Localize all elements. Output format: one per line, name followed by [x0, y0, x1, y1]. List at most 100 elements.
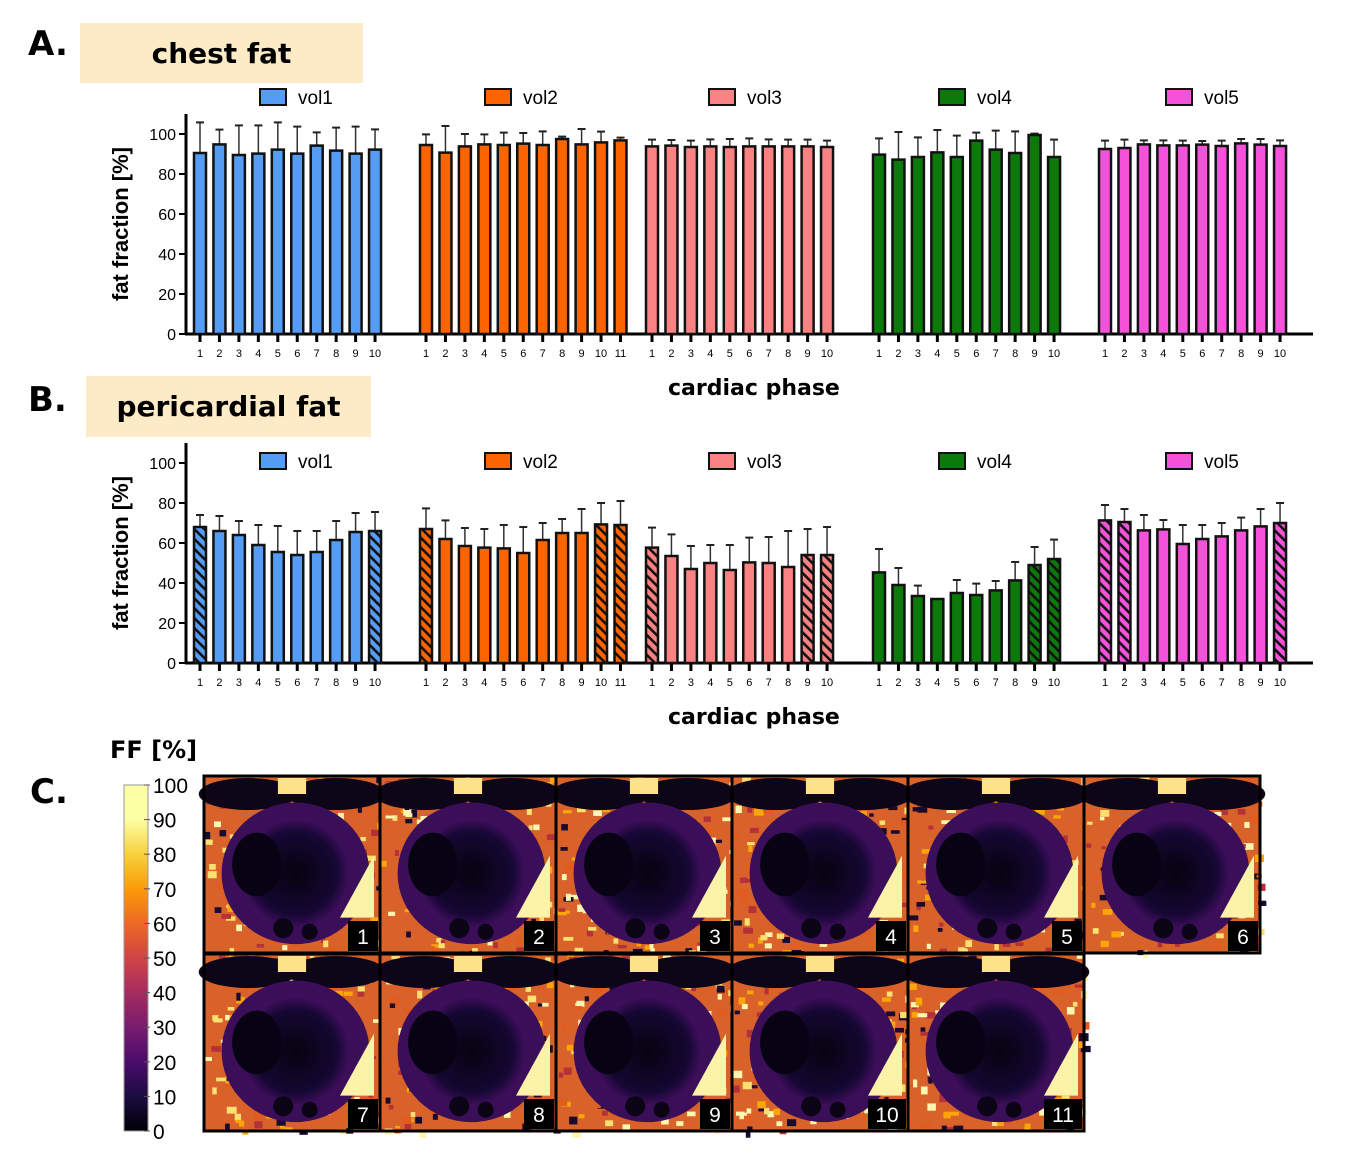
x-tick-label: 8 — [785, 677, 791, 689]
x-tick-label: 3 — [915, 348, 921, 360]
x-tick-label: 2 — [895, 677, 901, 689]
legend-swatch-vol3 — [708, 88, 736, 106]
y-tick-label: 0 — [167, 327, 176, 344]
x-tick-label: 2 — [668, 677, 674, 689]
panel-b-letter: B. — [28, 380, 67, 420]
phase-label-box — [524, 921, 554, 951]
mr-speckle — [1214, 941, 1220, 950]
phase-label-box — [1228, 921, 1258, 951]
mr-speckle — [1254, 801, 1263, 807]
mr-speckle — [738, 997, 746, 1005]
x-tick-label: 5 — [275, 348, 281, 360]
legend-swatch-vol4 — [938, 88, 966, 106]
mr-speckle — [516, 938, 522, 946]
mr-speckle — [540, 1002, 549, 1007]
x-tick-label: 7 — [993, 348, 999, 360]
x-tick-label: 1 — [876, 677, 882, 689]
mr-muscle-left — [550, 956, 650, 988]
mr-speckle — [1250, 816, 1258, 824]
mr-muscle-left — [374, 778, 474, 810]
mr-vessel — [801, 918, 822, 939]
mr-speckle — [380, 860, 387, 867]
mr-speckle — [1076, 954, 1084, 959]
mr-muscle-left — [902, 956, 1002, 988]
mr-speckle — [650, 948, 655, 953]
mr-heart-chamber — [232, 832, 282, 897]
mr-heart-chamber — [936, 1010, 986, 1075]
mr-speckle — [748, 845, 753, 852]
x-tick-label: 9 — [353, 348, 359, 360]
y-tick-label: 40 — [158, 247, 176, 264]
mr-speckle — [209, 863, 216, 870]
x-tick-label: 9 — [579, 677, 585, 689]
mr-speckle — [903, 1098, 910, 1107]
mr-speckle — [765, 932, 773, 938]
mr-speckle — [732, 1070, 743, 1079]
phase-label: 11 — [1052, 1104, 1074, 1127]
mr-speckle — [740, 895, 748, 904]
mr-speckle — [924, 894, 933, 901]
mr-speckle — [558, 1072, 564, 1078]
x-tick-label: 5 — [501, 348, 507, 360]
mr-speckle — [937, 927, 943, 932]
colorbar-tick-label: 20 — [153, 1052, 176, 1075]
mr-speckle — [1099, 816, 1105, 821]
mr-speckle — [1244, 821, 1250, 828]
mr-speckle — [432, 1113, 438, 1120]
panel-c-letter: C. — [30, 772, 68, 812]
mr-speckle — [747, 1126, 753, 1130]
mr-speckle — [881, 997, 891, 1002]
mr-speckle — [1216, 933, 1224, 939]
mr-speckle — [745, 1130, 751, 1138]
x-tick-label: 3 — [462, 348, 468, 360]
mr-speckle — [366, 855, 376, 861]
x-tick-label: 11 — [615, 348, 626, 360]
mr-speckle — [204, 831, 211, 840]
mr-speckle — [1092, 928, 1099, 934]
x-tick-label: 9 — [805, 677, 811, 689]
phase-label: 7 — [357, 1104, 369, 1127]
mr-sternum-fat — [277, 778, 307, 794]
mr-speckle — [939, 922, 944, 927]
x-tick-label: 4 — [1160, 348, 1166, 360]
mr-muscle-left — [902, 778, 1002, 810]
mr-speckle — [687, 1111, 696, 1117]
mr-bright-fat — [692, 855, 726, 918]
mr-speckle — [504, 1111, 511, 1118]
x-tick-label: 6 — [746, 677, 752, 689]
mr-speckle — [213, 821, 221, 828]
mr-vessel — [449, 918, 470, 939]
mr-speckle — [219, 830, 227, 837]
mr-speckle — [216, 1077, 226, 1082]
mr-speckle — [735, 805, 742, 814]
mr-speckle — [928, 825, 934, 830]
mr-heart-chamber — [936, 832, 986, 897]
mr-speckle — [205, 839, 213, 845]
chart-a-xlabel: cardiac phase — [668, 376, 840, 401]
mr-speckle — [576, 1000, 585, 1007]
x-tick-label: 5 — [727, 348, 733, 360]
mr-speckle — [256, 943, 265, 948]
mr-speckle — [528, 825, 533, 831]
mr-sternum-fat — [453, 956, 483, 972]
mr-speckle — [754, 808, 764, 816]
y-tick-label: 100 — [149, 127, 176, 144]
mr-speckle — [748, 1085, 758, 1089]
mr-speckle — [1074, 984, 1084, 988]
mr-speckle — [1111, 931, 1122, 938]
mr-speckle — [921, 849, 932, 854]
x-tick-label: 2 — [442, 348, 448, 360]
mr-speckle — [1035, 806, 1045, 815]
mr-speckle — [212, 1015, 219, 1021]
legend-label-vol2: vol2 — [523, 452, 558, 473]
x-tick-label: 8 — [1238, 677, 1244, 689]
mr-speckle — [916, 901, 926, 907]
mr-speckle — [572, 1130, 581, 1138]
x-tick-label: 10 — [595, 348, 607, 360]
mr-bright-fat — [868, 1033, 902, 1096]
phase-label: 3 — [709, 926, 721, 949]
chart-b-xlabel: cardiac phase — [668, 705, 840, 730]
mr-sternum-fat — [981, 778, 1011, 794]
x-tick-label: 6 — [973, 348, 979, 360]
x-tick-label: 1 — [876, 348, 882, 360]
